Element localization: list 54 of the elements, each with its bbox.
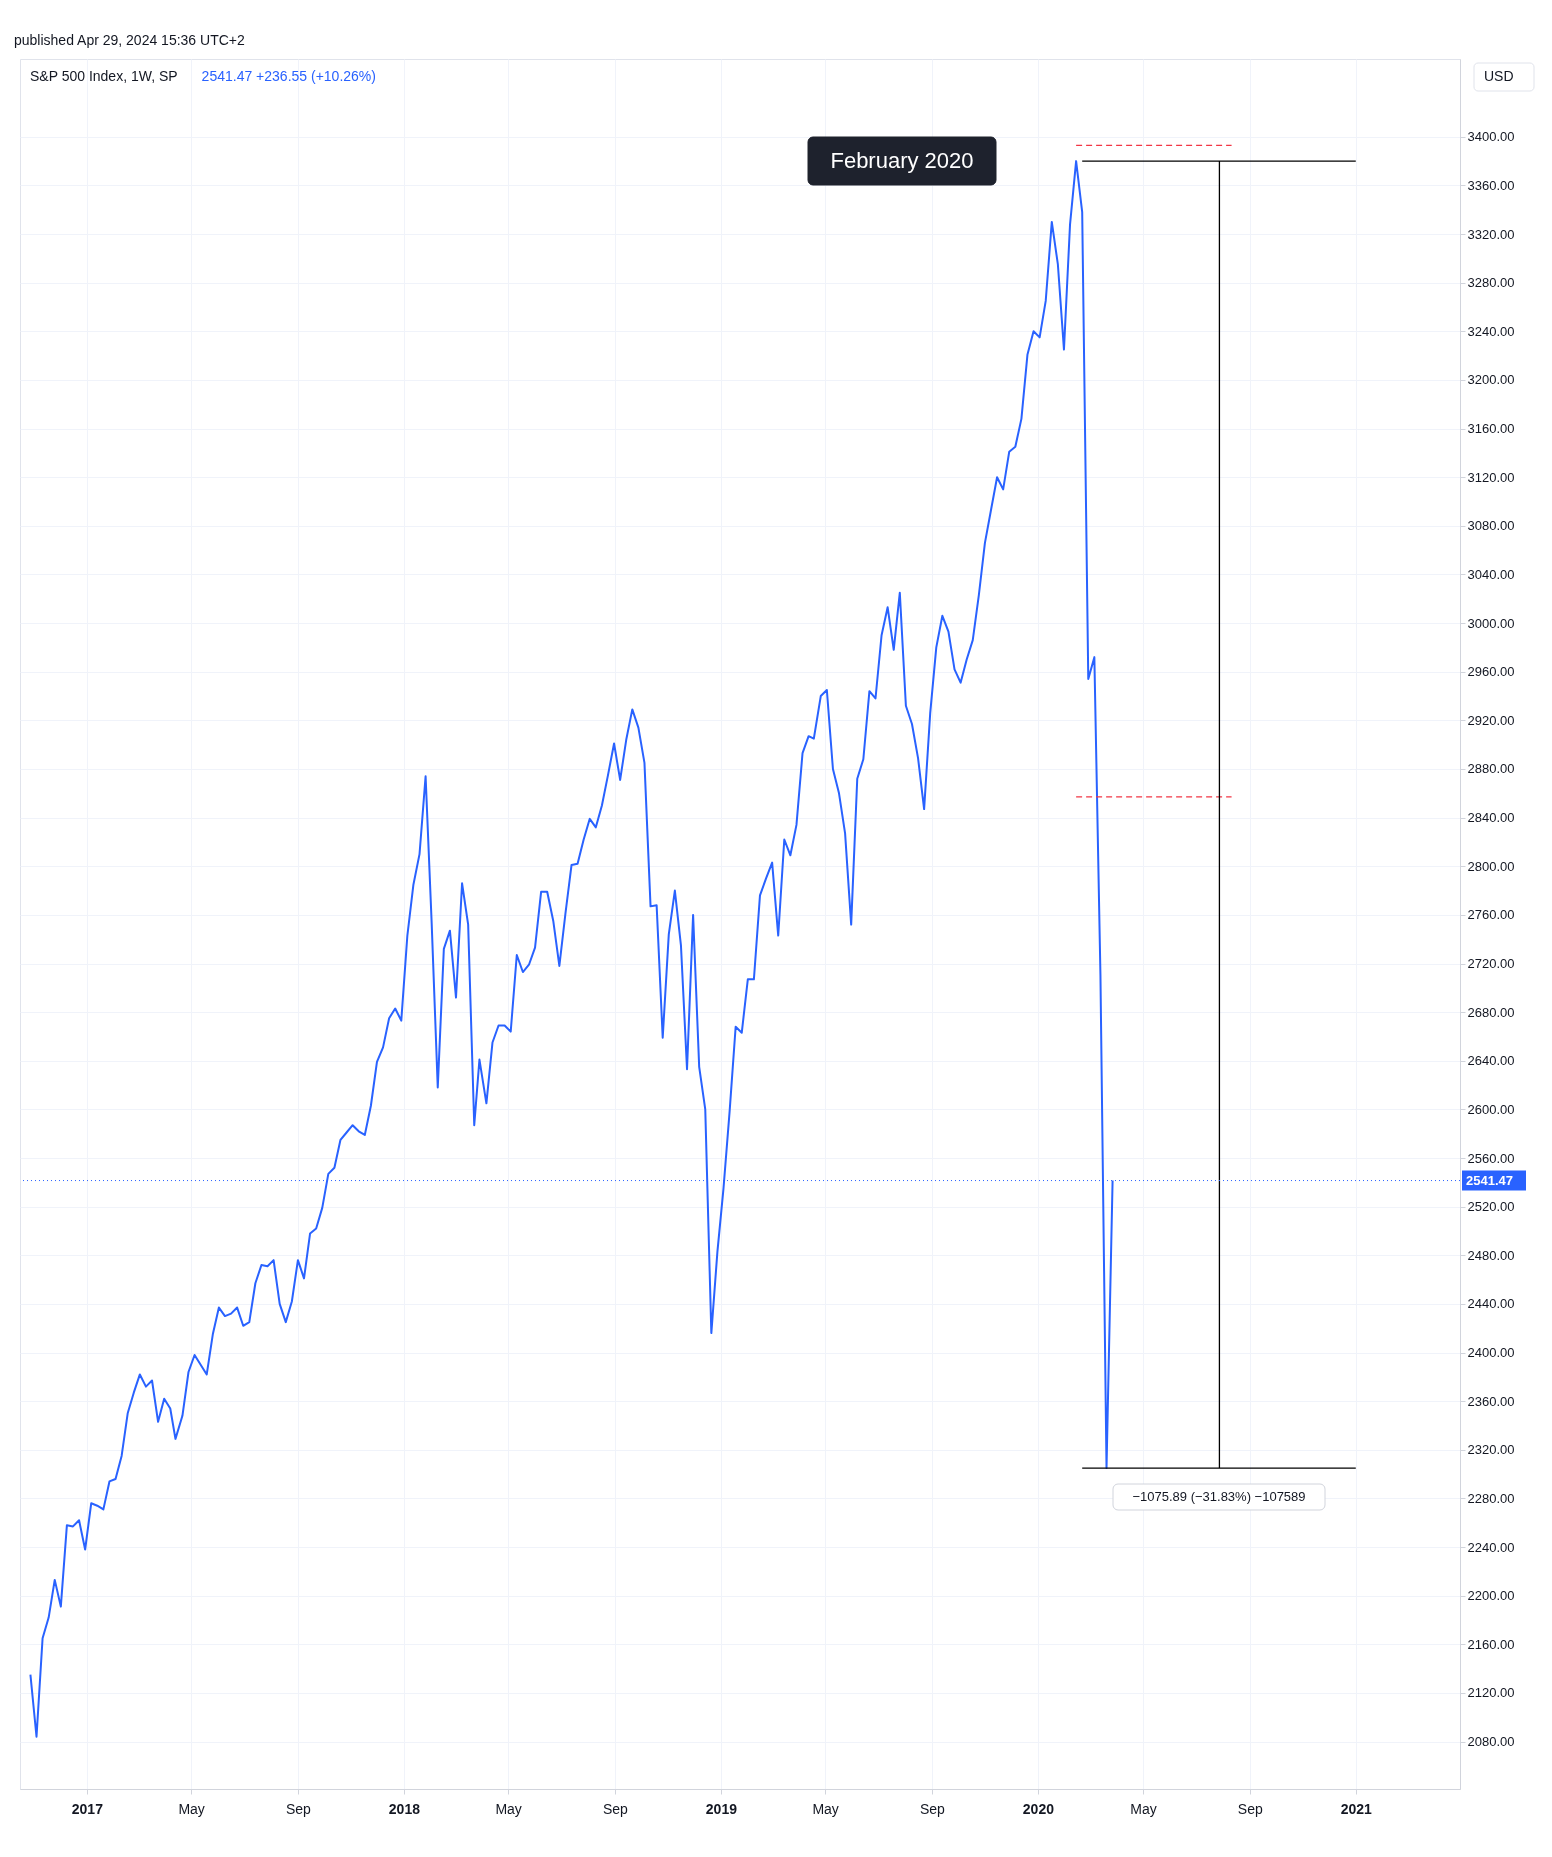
x-tick-label: 2020 xyxy=(1022,1800,1055,1817)
y-tick-label: 3160.00 xyxy=(1467,421,1515,437)
y-tick-label: 3280.00 xyxy=(1467,275,1515,291)
ref-line-label: 2541.47 xyxy=(1466,1172,1513,1188)
x-tick-label: Sep xyxy=(919,1800,946,1817)
y-tick-label: 3000.00 xyxy=(1467,615,1515,631)
y-tick-label: 3400.00 xyxy=(1467,129,1515,145)
annotation: 2541.47 +236.55 (+10.26%) xyxy=(201,68,376,84)
text: S&P 500 Index, 1W, SP xyxy=(30,68,178,84)
x-tick-label: 2017 xyxy=(71,1800,104,1817)
y-tick-label: 2520.00 xyxy=(1467,1199,1515,1215)
y-tick-label: 2960.00 xyxy=(1467,664,1515,680)
x-tick-label: May xyxy=(495,1800,522,1817)
y-tick-label: 2080.00 xyxy=(1467,1734,1515,1750)
y-tick-label: 2560.00 xyxy=(1467,1150,1515,1166)
x-tick-label: May xyxy=(178,1800,205,1817)
y-tick-label: 2920.00 xyxy=(1467,712,1515,728)
x-tick-label: 2021 xyxy=(1340,1800,1373,1817)
text: published Apr 29, 2024 15:36 UTC+2 xyxy=(14,32,245,48)
y-tick-label: 2280.00 xyxy=(1467,1490,1515,1506)
y-tick-label: 2600.00 xyxy=(1467,1101,1515,1117)
y-tick-label: 2440.00 xyxy=(1467,1296,1515,1312)
x-tick-label: May xyxy=(1130,1800,1157,1817)
y-tick-label: 2160.00 xyxy=(1467,1636,1515,1652)
x-tick-label: Sep xyxy=(1237,1800,1263,1817)
y-tick-label: 2240.00 xyxy=(1467,1539,1515,1555)
y-tick-label: 2760.00 xyxy=(1467,907,1515,923)
y-tick-label: 2400.00 xyxy=(1467,1345,1515,1361)
y-tick-label: 3200.00 xyxy=(1467,372,1515,388)
y-tick-label: 2800.00 xyxy=(1467,858,1515,874)
y-tick-label: 2120.00 xyxy=(1467,1685,1515,1701)
x-tick-label: May xyxy=(812,1800,839,1817)
y-tick-label: 2880.00 xyxy=(1467,761,1515,777)
y-tick-label: 2320.00 xyxy=(1467,1442,1515,1458)
text: USD xyxy=(1484,68,1514,84)
y-tick-label: 2200.00 xyxy=(1467,1588,1515,1604)
y-tick-label: 2680.00 xyxy=(1467,1004,1515,1020)
y-tick-label: 3120.00 xyxy=(1467,469,1515,485)
y-tick-label: 2640.00 xyxy=(1467,1053,1515,1069)
y-tick-label: 2480.00 xyxy=(1467,1247,1515,1263)
y-tick-label: 2840.00 xyxy=(1467,810,1515,826)
y-tick-label: 2720.00 xyxy=(1467,956,1515,972)
x-tick-label: 2019 xyxy=(705,1800,738,1817)
y-tick-label: 2360.00 xyxy=(1467,1393,1515,1409)
y-tick-label: 3360.00 xyxy=(1467,177,1515,193)
y-tick-label: 3240.00 xyxy=(1467,323,1515,339)
x-tick-label: Sep xyxy=(602,1800,629,1817)
x-tick-label: 2018 xyxy=(388,1800,421,1817)
x-tick-label: Sep xyxy=(285,1800,312,1817)
y-tick-label: 3040.00 xyxy=(1467,566,1515,582)
y-tick-label: 3080.00 xyxy=(1467,518,1515,534)
annotation: February 2020 xyxy=(830,148,974,173)
annotation: −1075.89 (−31.83%) −107589 xyxy=(1132,1489,1306,1504)
y-tick-label: 3320.00 xyxy=(1467,226,1515,242)
